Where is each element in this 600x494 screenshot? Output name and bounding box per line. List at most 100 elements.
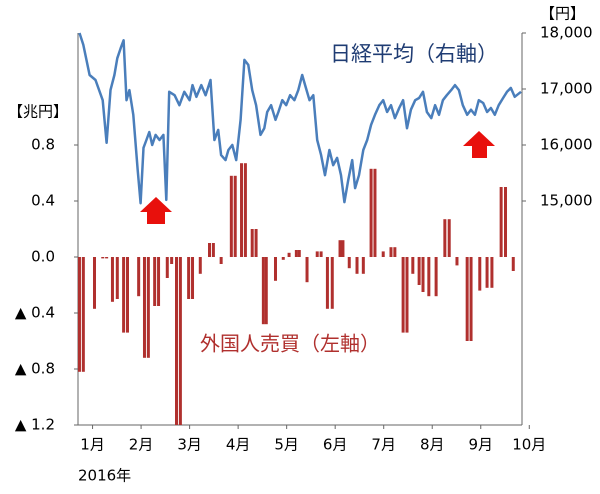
x-tick-label: 5月 xyxy=(274,436,299,454)
bar xyxy=(211,243,215,257)
bar xyxy=(381,251,385,257)
bar xyxy=(110,257,114,302)
y-axis-label: 【兆円】 xyxy=(8,103,68,121)
arrow xyxy=(463,131,495,158)
bar xyxy=(511,257,515,271)
bar xyxy=(411,257,415,274)
bar xyxy=(219,257,223,264)
x-tick-label: 1月 xyxy=(80,436,105,454)
bar xyxy=(122,257,126,333)
bar xyxy=(233,175,237,257)
bar xyxy=(297,250,301,257)
y-tick-label: ▲ 0.8 xyxy=(15,360,55,378)
bar xyxy=(281,257,285,260)
bar xyxy=(341,240,345,257)
bar xyxy=(146,257,150,358)
bar xyxy=(165,257,169,278)
bar xyxy=(355,257,359,274)
y2-tick-label: 16,000 xyxy=(540,136,593,154)
y2-tick-label: 15,000 xyxy=(540,192,593,210)
bar xyxy=(393,247,397,257)
bar xyxy=(142,257,146,358)
y-tick-label: 0.0 xyxy=(31,248,55,266)
bar xyxy=(434,257,438,297)
bar xyxy=(175,257,179,425)
bar xyxy=(499,187,503,257)
x-tick-label: 2月 xyxy=(129,436,154,454)
bar xyxy=(92,257,96,309)
x-tick-label: 8月 xyxy=(420,436,445,454)
bar xyxy=(254,229,258,257)
bar xyxy=(347,257,351,269)
bar xyxy=(369,168,373,257)
bar xyxy=(315,251,319,257)
y2-tick-label: 18,000 xyxy=(540,24,593,42)
bar xyxy=(287,252,291,257)
bar xyxy=(105,257,109,259)
bar xyxy=(187,257,191,299)
bar xyxy=(478,257,482,291)
bar xyxy=(81,257,85,372)
bar xyxy=(485,257,489,288)
x-tick-label: 10月 xyxy=(512,436,546,454)
line-legend: 日経平均（右軸） xyxy=(330,42,498,66)
bar xyxy=(319,251,323,257)
bar xyxy=(208,243,212,257)
bar xyxy=(405,257,409,333)
y-tick-label: ▲ 0.4 xyxy=(15,304,55,322)
bar xyxy=(421,257,425,292)
y-tick-label: ▲ 1.2 xyxy=(15,416,55,434)
y-tick-label: 0.4 xyxy=(31,192,55,210)
bar xyxy=(170,257,174,264)
bar xyxy=(240,163,244,257)
x-axis-label: 2016年 xyxy=(78,467,131,485)
arrow xyxy=(140,197,172,224)
bar xyxy=(198,257,202,274)
bar xyxy=(504,187,508,257)
bar xyxy=(373,168,377,257)
bar xyxy=(401,257,405,333)
bar xyxy=(264,257,268,325)
bar xyxy=(191,257,195,299)
x-tick-label: 3月 xyxy=(177,436,202,454)
line xyxy=(78,32,522,205)
bar xyxy=(243,163,247,257)
bar xyxy=(137,257,141,297)
bar xyxy=(417,257,421,285)
bar xyxy=(294,250,298,257)
bar xyxy=(490,257,494,288)
bar xyxy=(157,257,161,306)
bar xyxy=(455,257,459,266)
bar xyxy=(101,257,105,259)
bar xyxy=(361,257,365,274)
x-tick-label: 7月 xyxy=(371,436,396,454)
bar xyxy=(261,257,265,325)
bar xyxy=(338,240,342,257)
bar xyxy=(229,175,233,257)
bar-legend: 外国人売買（左軸） xyxy=(200,332,380,356)
bar xyxy=(250,229,254,257)
x-tick-label: 6月 xyxy=(323,436,348,454)
bar xyxy=(305,257,309,283)
y2-tick-label: 17,000 xyxy=(540,80,593,98)
bar xyxy=(273,257,277,281)
bar xyxy=(325,257,329,309)
x-tick-label: 4月 xyxy=(226,436,251,454)
bar xyxy=(178,257,182,425)
bar xyxy=(115,257,119,299)
bar xyxy=(389,247,393,257)
bar xyxy=(469,257,473,341)
bar xyxy=(465,257,469,341)
y2-axis-label: 【円】 xyxy=(540,5,585,23)
y-tick-label: 0.8 xyxy=(31,136,55,154)
bar xyxy=(427,257,431,297)
bar xyxy=(125,257,129,333)
bar xyxy=(447,219,451,257)
x-tick-label: 9月 xyxy=(468,436,493,454)
bar xyxy=(330,257,334,309)
bar xyxy=(153,257,157,306)
bar xyxy=(443,219,447,257)
bar xyxy=(77,257,81,372)
